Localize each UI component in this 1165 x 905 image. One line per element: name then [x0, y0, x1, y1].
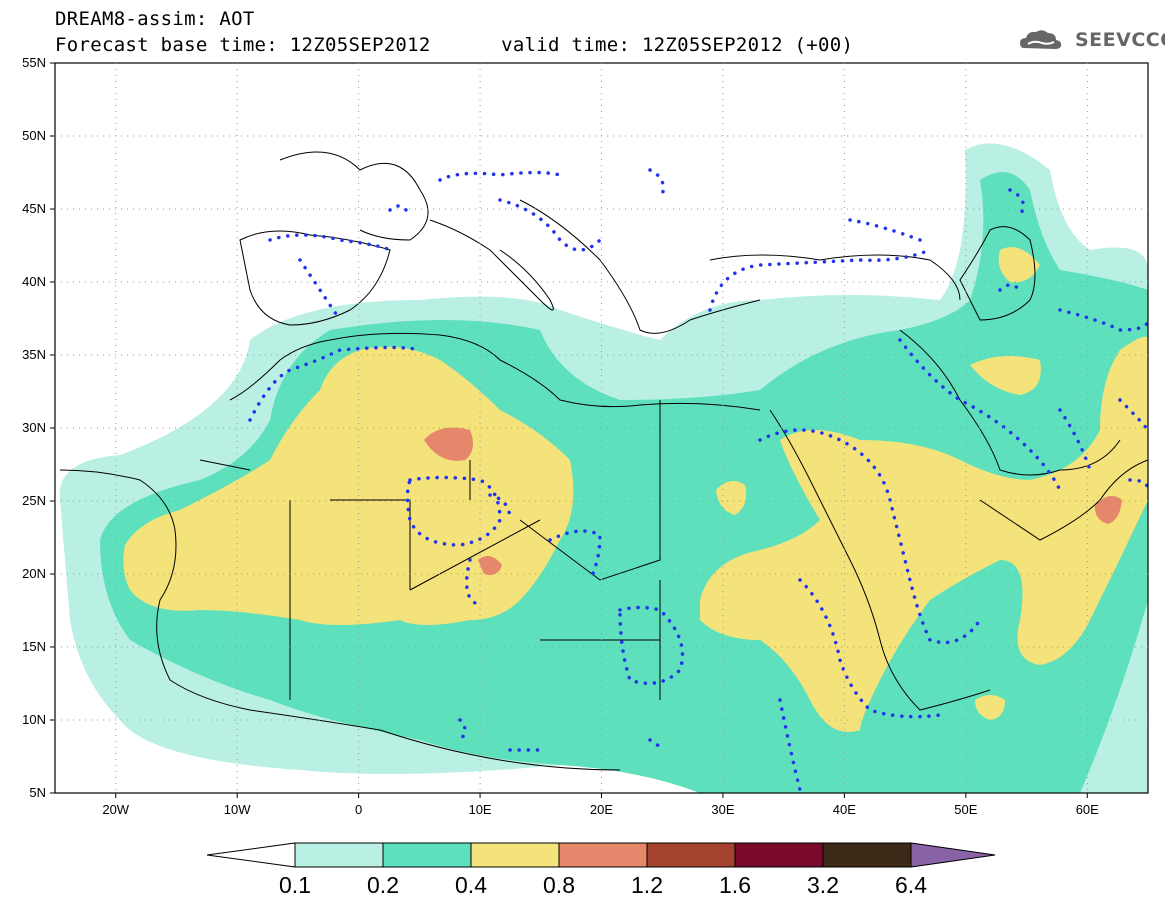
cloud-icon — [1020, 30, 1062, 49]
lon-label: 0 — [354, 802, 363, 817]
aot-band-0.4-east — [700, 336, 1148, 732]
colorbar-swatch — [294, 842, 384, 868]
brand-logo: SEEVCCC — [1075, 29, 1165, 51]
lat-label: 15N — [22, 639, 46, 654]
colorbar-label: 1.2 — [631, 872, 663, 898]
colorbar-swatch — [734, 842, 824, 868]
aot-band-0.4-west — [123, 346, 574, 625]
colorbar-label: 0.2 — [367, 872, 399, 898]
lat-label: 45N — [22, 201, 46, 216]
lon-label: 50E — [954, 802, 978, 817]
colorbar-label: 0.4 — [455, 872, 487, 898]
lon-label: 20E — [589, 802, 614, 817]
lat-label: 5N — [29, 785, 46, 800]
colorbar-label: 6.4 — [895, 872, 927, 898]
lat-label: 25N — [22, 493, 46, 508]
colorbar-label: 0.1 — [279, 872, 311, 898]
aot-band-0.4-caspian — [970, 356, 1041, 395]
colorbar-label: 1.6 — [719, 872, 751, 898]
aot-band-0.8-b — [478, 556, 502, 575]
aot-band-0.4-aral — [998, 247, 1040, 283]
lat-label: 35N — [22, 347, 46, 362]
lon-label: 10W — [223, 802, 251, 817]
colorbar-min-arrow — [206, 842, 296, 868]
lat-label: 50N — [22, 128, 46, 143]
lat-label: 10N — [22, 712, 46, 727]
aot-band-0.4-gulf — [975, 695, 1005, 720]
lon-label: 40E — [832, 802, 856, 817]
gridlines — [55, 63, 1148, 793]
colorbar-swatch — [382, 842, 472, 868]
aot-band-0.8-c — [1094, 496, 1122, 524]
colorbar-swatch — [822, 842, 912, 868]
colorbar — [206, 842, 996, 868]
colorbar-max-arrow — [910, 842, 996, 868]
coastlines — [59, 151, 1148, 771]
colorbar-label: 0.8 — [543, 872, 575, 898]
lat-label: 55N — [22, 55, 46, 70]
lon-label: 30E — [711, 802, 735, 817]
map-subtitle: Forecast base time: 12Z05SEP2012 valid t… — [55, 34, 854, 56]
lat-label: 40N — [22, 274, 46, 289]
colorbar-label: 3.2 — [807, 872, 839, 898]
colorbar-swatch — [470, 842, 560, 868]
colorbar-swatch — [558, 842, 648, 868]
map-title: DREAM8-assim: AOT — [55, 8, 255, 30]
aot-band-0.8-a — [424, 427, 474, 461]
lon-label: 20W — [102, 802, 130, 817]
lon-label: 10E — [468, 802, 492, 817]
aot-band-0.4-small — [716, 481, 747, 515]
colorbar-swatch — [646, 842, 736, 868]
lat-label: 20N — [22, 566, 46, 581]
aot-contour-overlay — [248, 168, 1148, 792]
lon-label: 60E — [1075, 802, 1099, 817]
axis-ticks — [50, 62, 1088, 798]
lat-label: 30N — [22, 420, 46, 435]
